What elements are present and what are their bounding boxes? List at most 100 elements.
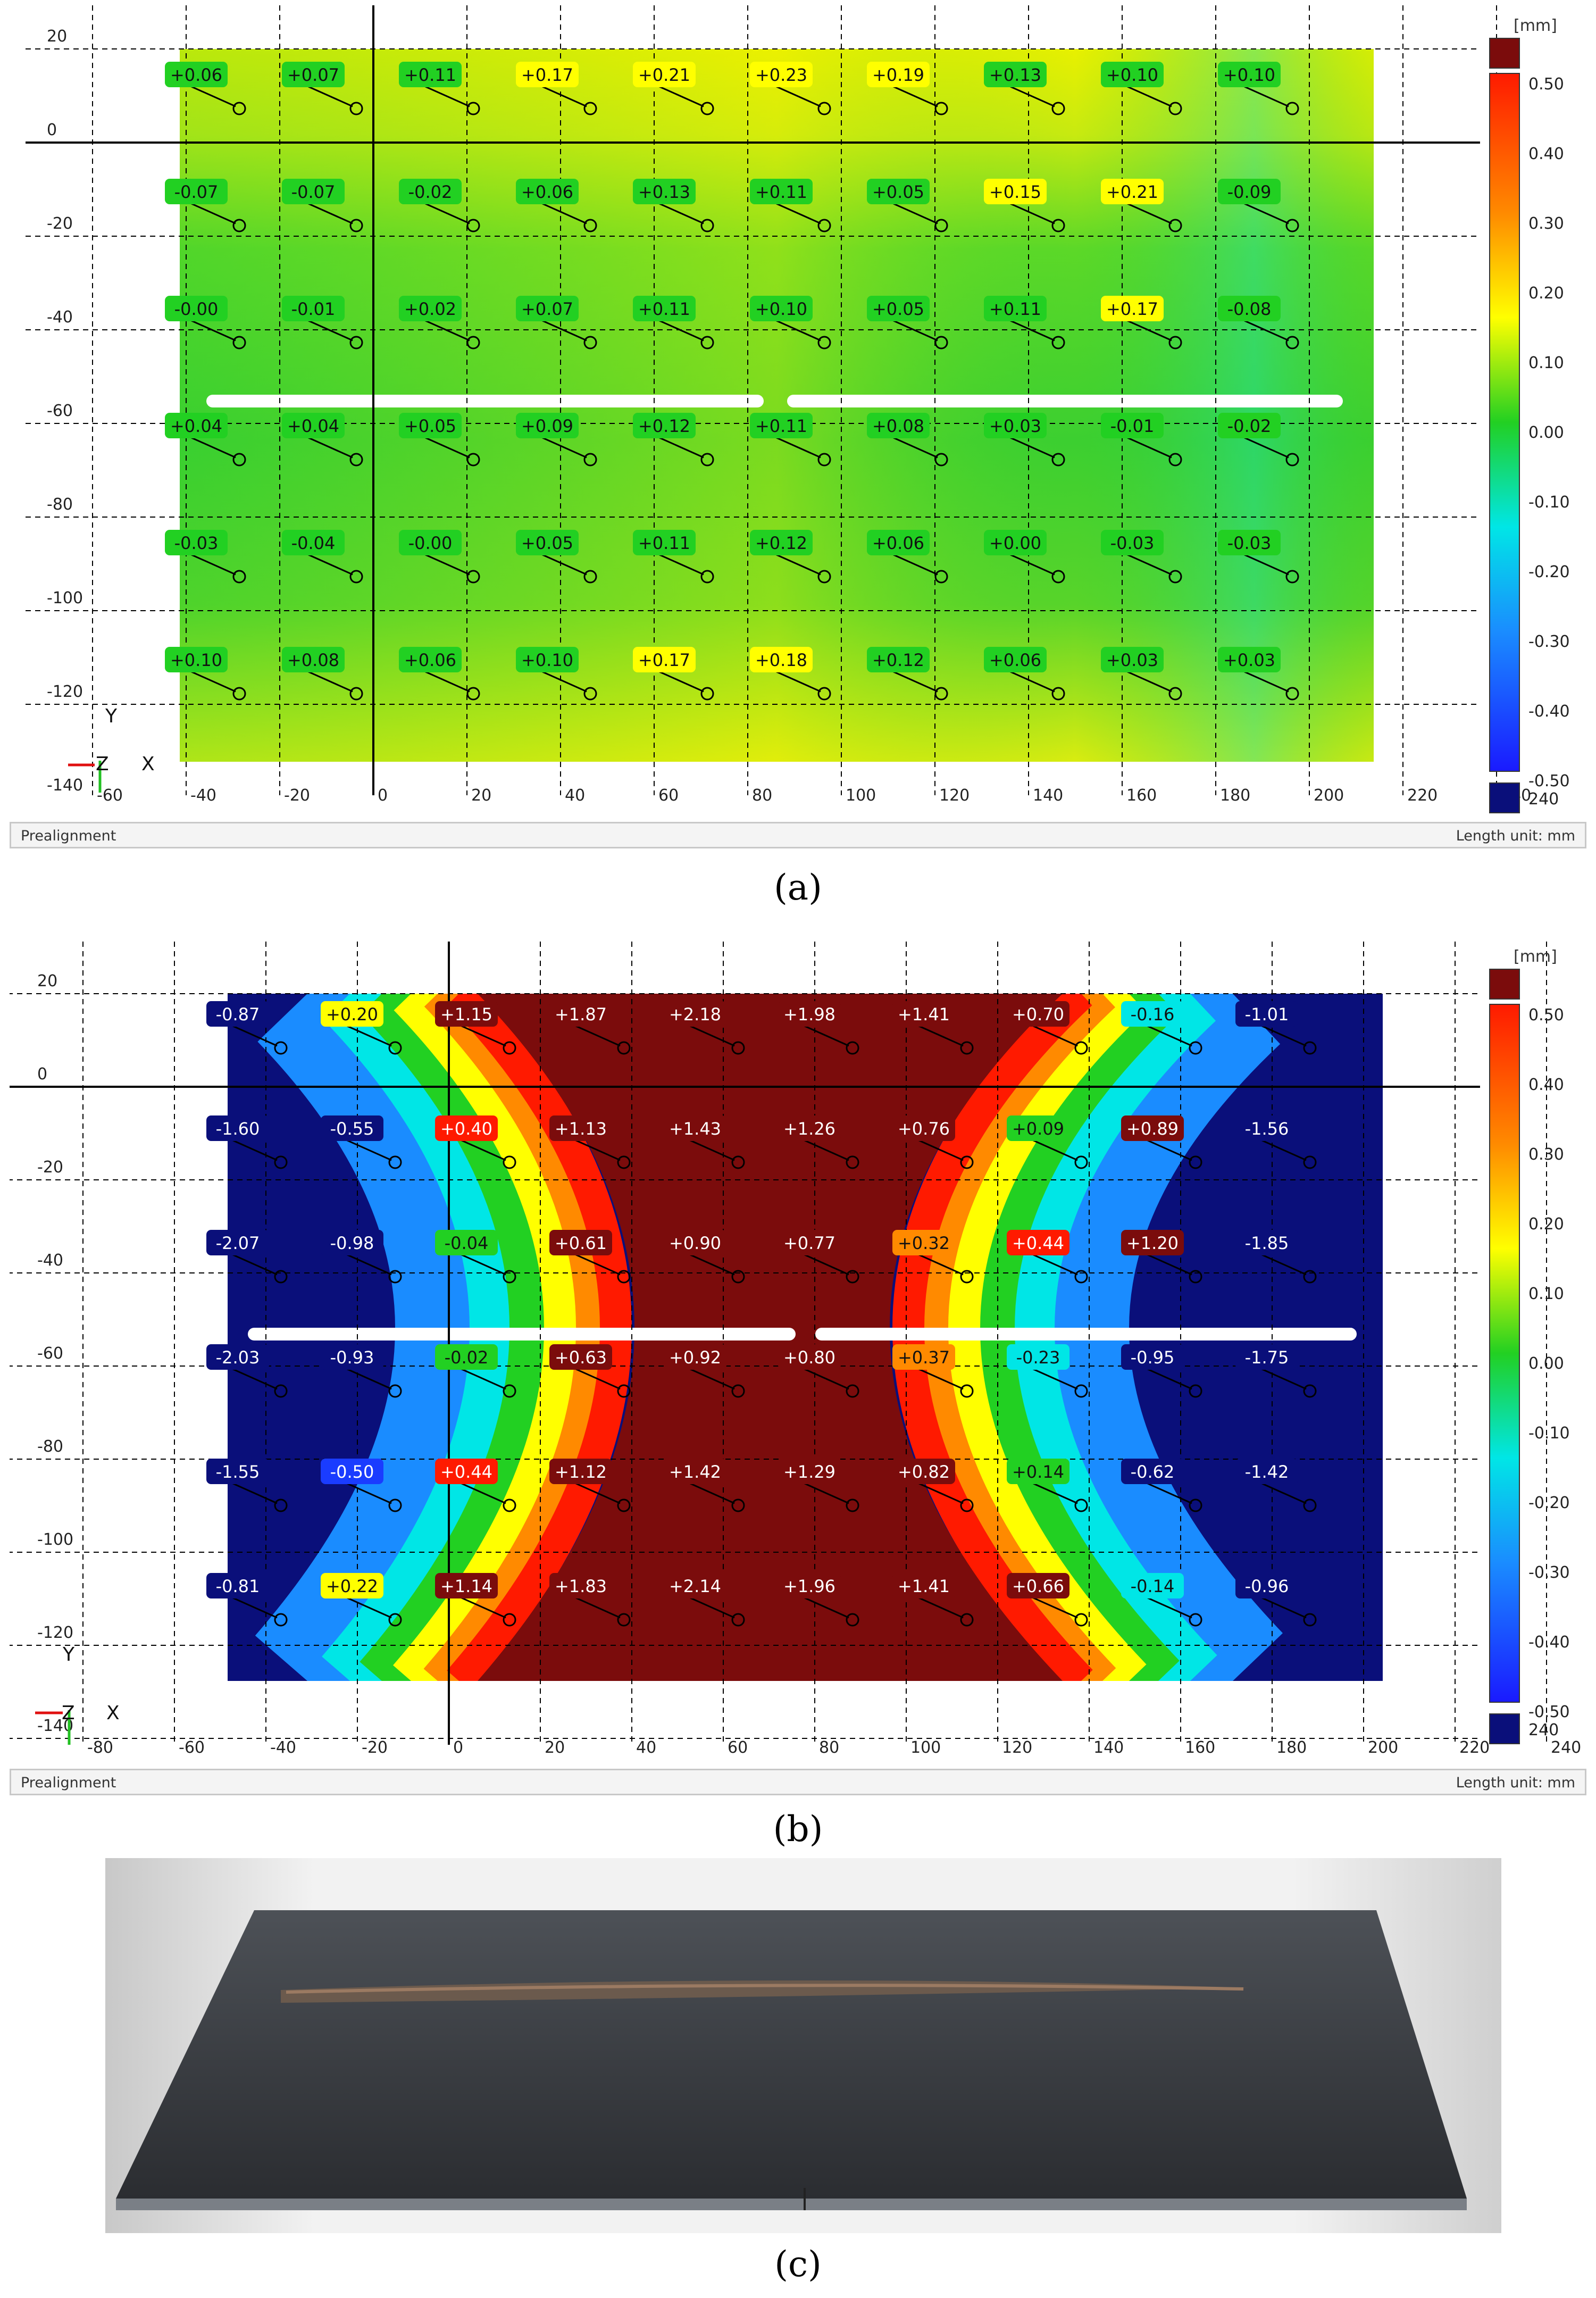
scale-tick-labels: 0.50 0.40 0.30 0.20 0.10 0.00 -0.10 -0.20 -0.30 -… [1528, 1006, 1570, 1739]
callout-value: +0.70 [1012, 1004, 1064, 1025]
callout-value: +0.04 [287, 416, 339, 436]
callout-leader [917, 1139, 964, 1161]
callout-box [1101, 413, 1164, 438]
callout-leader [460, 1025, 506, 1047]
callout-probe [817, 219, 831, 232]
callout-value: +0.10 [1106, 65, 1158, 85]
callout-box [892, 1459, 955, 1484]
callout-box [282, 413, 345, 438]
callout-box [399, 179, 462, 204]
callout-box [1218, 296, 1281, 321]
callout-leader [775, 670, 821, 693]
callout-value: +0.06 [170, 65, 222, 85]
callout-box [633, 530, 696, 555]
scale-tick-label: -0.20 [1528, 563, 1570, 581]
callout-leader [892, 553, 938, 576]
x-tick-label: 160 [1185, 1738, 1215, 1757]
callout-leader [1009, 670, 1055, 693]
callout-value: -0.02 [408, 182, 453, 202]
callout-leader [1243, 319, 1289, 342]
callout-box [750, 530, 813, 555]
x-tick-label: 240 [1551, 1738, 1581, 1757]
callout-box [321, 1115, 383, 1141]
callout-value: +1.29 [783, 1462, 835, 1482]
weld-seam [248, 1328, 796, 1340]
callout-value: -0.03 [174, 533, 219, 553]
callout-value: +0.15 [989, 182, 1041, 202]
callout-leader [541, 553, 587, 576]
callout-probe [1285, 102, 1299, 115]
callout-value: +0.06 [521, 182, 573, 202]
callout-value: +0.44 [440, 1462, 492, 1482]
callout-leader [307, 670, 353, 693]
callout-value: +1.20 [1126, 1233, 1179, 1253]
callout-value: +0.21 [1106, 182, 1158, 202]
callout-box [1235, 1573, 1298, 1598]
callout-leader [1243, 553, 1289, 576]
scale-max-swatch [1489, 969, 1520, 1000]
x-tick-label: 80 [819, 1738, 839, 1757]
callout-probe [503, 1613, 516, 1627]
callout-probe [466, 102, 480, 115]
callout-leader [1146, 1025, 1192, 1047]
callout-leader [1146, 1253, 1192, 1276]
callout-leader [1126, 670, 1172, 693]
callout-box [165, 413, 228, 438]
callout-value: -1.75 [1245, 1347, 1289, 1368]
callout-value: +1.26 [783, 1119, 835, 1139]
callout-value: +0.17 [638, 650, 690, 670]
callout-leader [1126, 319, 1172, 342]
scale-tick-label: 0.10 [1528, 1285, 1564, 1303]
callout-box [867, 62, 930, 87]
callout-value: +0.02 [404, 299, 456, 319]
status-right: Length unit: mm [1456, 1775, 1575, 1791]
callout-probe [846, 1613, 859, 1627]
callout-probe [617, 1041, 631, 1055]
callout-probe [700, 336, 714, 349]
callout-value: -0.95 [1131, 1347, 1175, 1368]
callout-probe [1074, 1613, 1088, 1627]
callout-leader [1260, 1482, 1307, 1504]
callout-leader [1260, 1139, 1307, 1161]
callout-value: -0.50 [330, 1462, 374, 1482]
callout-box [321, 1459, 383, 1484]
callout-leader [803, 1482, 849, 1504]
callout-value: -0.62 [1131, 1462, 1175, 1482]
callout-box [165, 62, 228, 87]
scale-tick-label: 0.40 [1528, 1076, 1564, 1094]
status-left: Prealignment [21, 828, 116, 844]
callout-box [1235, 1230, 1298, 1255]
callout-leader [1009, 436, 1055, 459]
y-tick-label: -120 [37, 1623, 73, 1642]
callout-box [1121, 1230, 1184, 1255]
callout-box [867, 413, 930, 438]
callout-value: +0.17 [1106, 299, 1158, 319]
callout-box [1121, 1573, 1184, 1598]
callout-probe [274, 1270, 288, 1284]
callout-value: +0.22 [326, 1576, 378, 1596]
callout-leader [1126, 85, 1172, 107]
callout-probe [960, 1613, 974, 1627]
callout-probe [700, 102, 714, 115]
callout-value: +0.17 [521, 65, 573, 85]
callout-leader [803, 1368, 849, 1390]
scale-tick-label: -0.50 [1528, 772, 1570, 790]
scale-tick-label: -0.40 [1528, 702, 1570, 721]
callout-box [1101, 179, 1164, 204]
callout-probe [1303, 1613, 1317, 1627]
x-tick-label: 200 [1368, 1738, 1398, 1757]
callout-value: +0.77 [783, 1233, 835, 1253]
callout-box [750, 413, 813, 438]
callout-value: +1.83 [555, 1576, 607, 1596]
x-tick-label: 0 [378, 786, 388, 805]
callout-leader [460, 1482, 506, 1504]
callout-probe [1303, 1041, 1317, 1055]
callout-box [633, 413, 696, 438]
callout-value: +2.18 [669, 1004, 721, 1025]
callout-box [633, 62, 696, 87]
x-tick-label: 140 [1033, 786, 1063, 805]
callout-value: +0.11 [404, 65, 456, 85]
callout-leader [424, 553, 470, 576]
callout-leader [1009, 202, 1055, 224]
scale-tick-label: -0.30 [1528, 632, 1570, 651]
